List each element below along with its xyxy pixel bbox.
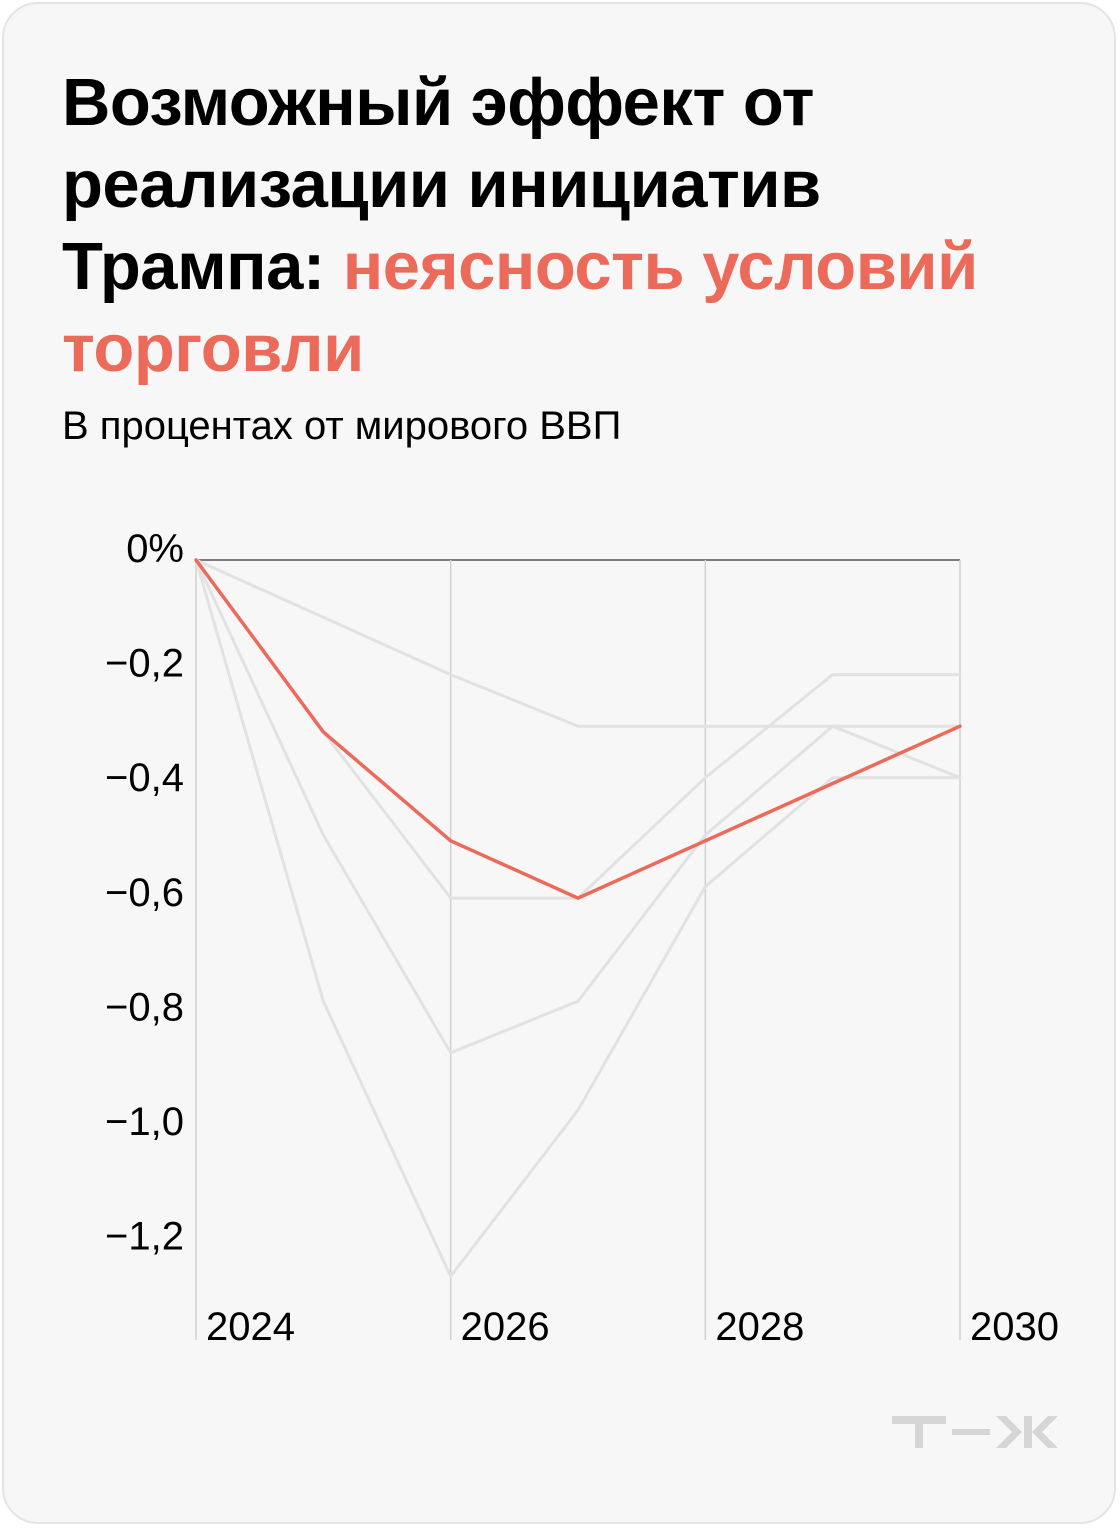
y-tick-label: −0,6 [105, 871, 184, 915]
scenario-series-line [194, 558, 962, 728]
title-main: Возможный эффект от реализации инициатив… [62, 65, 821, 304]
y-axis-labels: 0% −0,2 −0,4 −0,6 −0,8 −1,0 −1,2 [105, 527, 184, 1259]
chart-subtitle: В процентах от мирового ВВП [62, 404, 622, 448]
grid-lines [195, 559, 961, 1340]
scenario-series-line [194, 558, 962, 1055]
x-tick-label: 2026 [461, 1305, 550, 1349]
y-tick-label: −1,0 [105, 1100, 184, 1144]
tzh-logo-icon [892, 1416, 1058, 1448]
line-chart: 0%−0,2−0,4−0,6−0,8−1,0−1,2 2024 2026 2028 2… [105, 527, 1059, 1349]
series-lines [194, 558, 962, 1278]
y-tick-label: −0,2 [105, 642, 184, 686]
scenario-series-line [194, 558, 962, 1278]
y-tick-label: 0% [126, 527, 184, 571]
x-axis-labels: 2024 2026 2028 2030 [206, 1305, 1059, 1349]
x-tick-label: 2024 [206, 1305, 295, 1349]
y-tick-label: −0,8 [105, 985, 184, 1029]
title-accent: неясность условий торговли [62, 229, 978, 386]
x-tick-label: 2028 [715, 1305, 804, 1349]
chart-title: Возможный эффект от реализации инициатив… [62, 62, 1062, 390]
y-tick-label: −0,4 [105, 756, 184, 800]
x-tick-label: 2030 [970, 1305, 1059, 1349]
highlighted-series-line [194, 558, 962, 900]
y-tick-label: −1,2 [105, 1215, 184, 1259]
